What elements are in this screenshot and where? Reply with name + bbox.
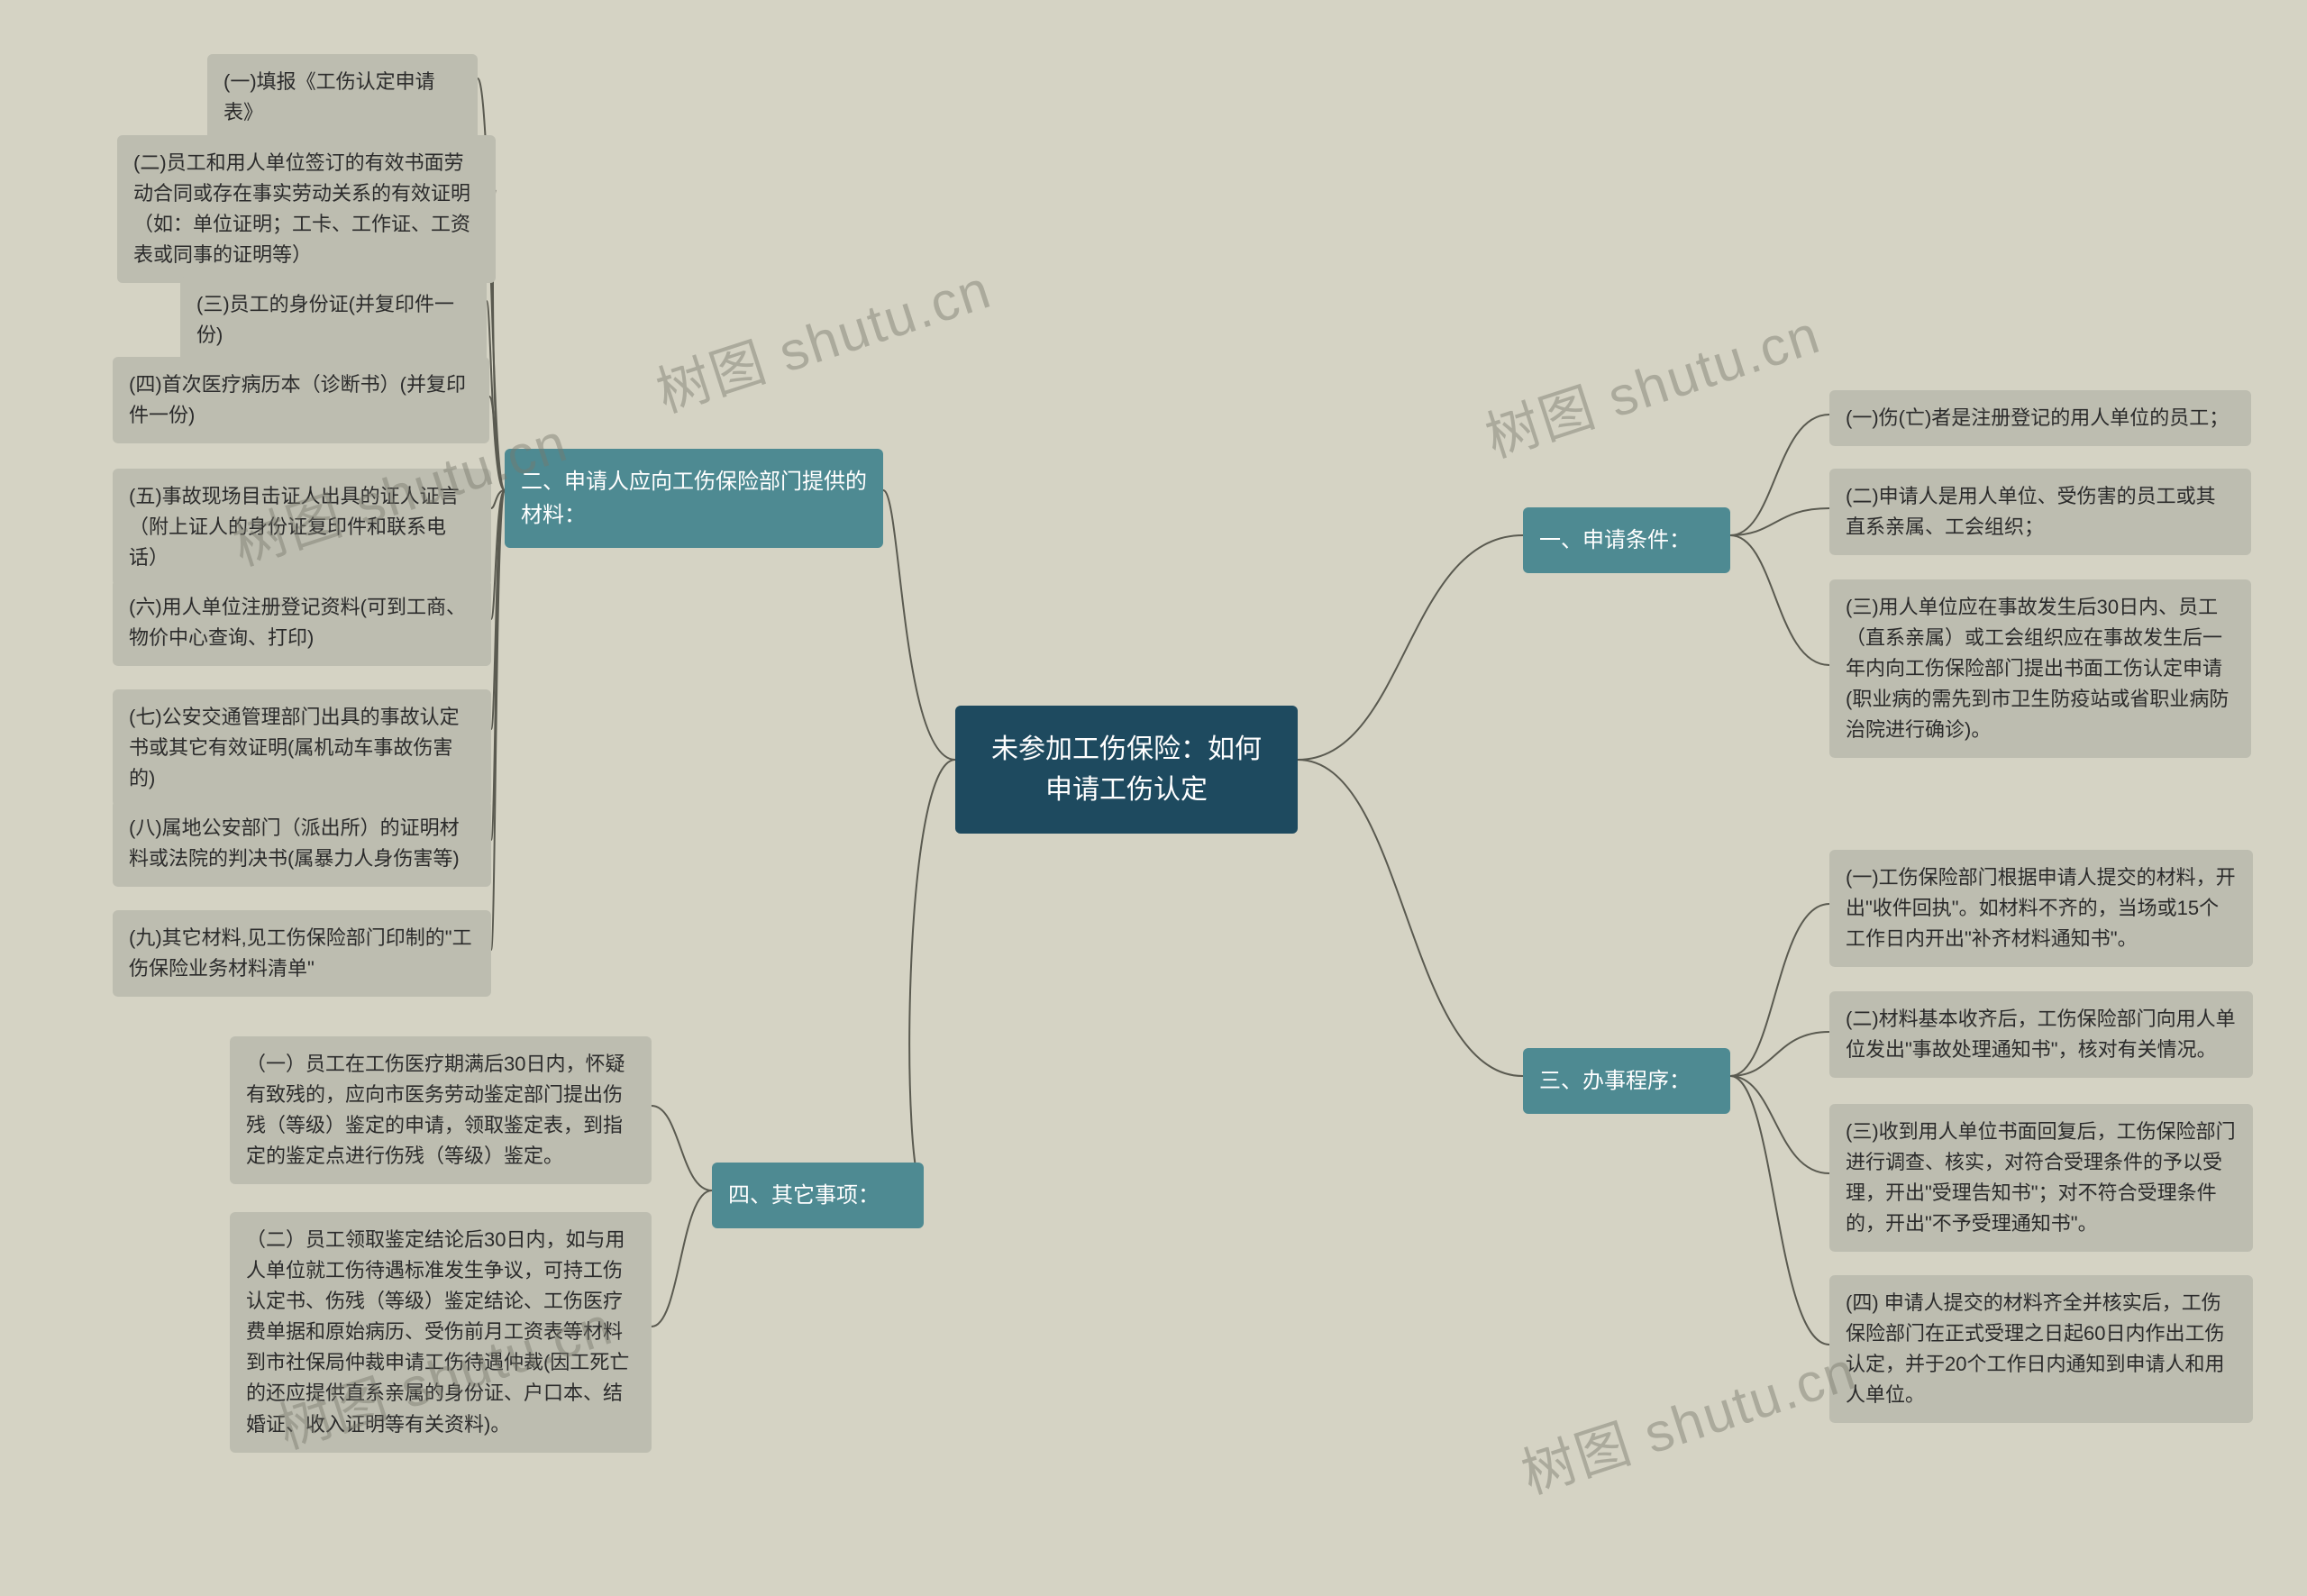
leaf-s2-8[interactable]: (八)属地公安部门（派出所）的证明材料或法院的判决书(属暴力人身伤害等) [113, 800, 491, 887]
leaf-s1-1[interactable]: (一)伤(亡)者是注册登记的用人单位的员工； [1829, 390, 2251, 446]
leaf-s3-2[interactable]: (二)材料基本收齐后，工伤保险部门向用人单位发出"事故处理通知书"，核对有关情况… [1829, 991, 2253, 1078]
leaf-label: (一)伤(亡)者是注册登记的用人单位的员工； [1846, 406, 2229, 429]
leaf-label: (七)公安交通管理部门出具的事故认定书或其它有效证明(属机动车事故伤害的) [129, 706, 460, 789]
leaf-label: (三)用人单位应在事故发生后30日内、员工（直系亲属）或工会组织应在事故发生后一… [1846, 596, 2229, 741]
leaf-s2-9[interactable]: (九)其它材料,见工伤保险部门印制的"工伤保险业务材料清单" [113, 910, 491, 997]
branch-s1[interactable]: 一、申请条件： [1523, 507, 1730, 573]
leaf-s2-3[interactable]: (三)员工的身份证(并复印件一份) [180, 277, 487, 363]
leaf-label: (一)工伤保险部门根据申请人提交的材料，开出"收件回执"。如材料不齐的，当场或1… [1846, 866, 2236, 950]
branch-label: 一、申请条件： [1539, 528, 1691, 552]
root-label: 未参加工伤保险：如何申请工伤认定 [991, 734, 1262, 805]
leaf-label: (二)材料基本收齐后，工伤保险部门向用人单位发出"事故处理通知书"，核对有关情况… [1846, 1008, 2236, 1061]
branch-label: 二、申请人应向工伤保险部门提供的材料： [521, 470, 867, 527]
branch-label: 三、办事程序： [1539, 1069, 1691, 1093]
leaf-s3-1[interactable]: (一)工伤保险部门根据申请人提交的材料，开出"收件回执"。如材料不齐的，当场或1… [1829, 850, 2253, 967]
leaf-label: (四)首次医疗病历本（诊断书）(并复印件一份) [129, 373, 466, 426]
watermark: 树图 shutu.cn [1510, 1327, 1865, 1509]
leaf-label: (一)填报《工伤认定申请表》 [223, 70, 435, 123]
leaf-s3-3[interactable]: (三)收到用人单位书面回复后，工伤保险部门进行调查、核实，对符合受理条件的予以受… [1829, 1104, 2253, 1252]
leaf-label: (八)属地公安部门（派出所）的证明材料或法院的判决书(属暴力人身伤害等) [129, 816, 460, 870]
leaf-label: (四) 申请人提交的材料齐全并核实后，工伤保险部门在正式受理之日起60日内作出工… [1846, 1291, 2224, 1406]
leaf-label: (三)员工的身份证(并复印件一份) [196, 293, 454, 346]
branch-s2[interactable]: 二、申请人应向工伤保险部门提供的材料： [505, 449, 883, 548]
leaf-label: (三)收到用人单位书面回复后，工伤保险部门进行调查、核实，对符合受理条件的予以受… [1846, 1120, 2236, 1235]
leaf-s4-2[interactable]: （二）员工领取鉴定结论后30日内，如与用人单位就工伤待遇标准发生争议，可持工伤认… [230, 1212, 652, 1453]
leaf-label: (二)员工和用人单位签订的有效书面劳动合同或存在事实劳动关系的有效证明（如：单位… [133, 151, 470, 266]
root-node[interactable]: 未参加工伤保险：如何申请工伤认定 [955, 706, 1298, 834]
leaf-s2-2[interactable]: (二)员工和用人单位签订的有效书面劳动合同或存在事实劳动关系的有效证明（如：单位… [117, 135, 496, 283]
leaf-s3-4[interactable]: (四) 申请人提交的材料齐全并核实后，工伤保险部门在正式受理之日起60日内作出工… [1829, 1275, 2253, 1423]
leaf-label: (二)申请人是用人单位、受伤害的员工或其直系亲属、工会组织； [1846, 485, 2216, 538]
leaf-label: （二）员工领取鉴定结论后30日内，如与用人单位就工伤待遇标准发生争议，可持工伤认… [246, 1228, 629, 1436]
branch-s3[interactable]: 三、办事程序： [1523, 1048, 1730, 1114]
leaf-s1-2[interactable]: (二)申请人是用人单位、受伤害的员工或其直系亲属、工会组织； [1829, 469, 2251, 555]
leaf-s2-4[interactable]: (四)首次医疗病历本（诊断书）(并复印件一份) [113, 357, 489, 443]
branch-label: 四、其它事项： [728, 1183, 880, 1208]
leaf-s2-1[interactable]: (一)填报《工伤认定申请表》 [207, 54, 478, 141]
leaf-s2-6[interactable]: (六)用人单位注册登记资料(可到工商、物价中心查询、打印) [113, 579, 491, 666]
branch-s4[interactable]: 四、其它事项： [712, 1163, 924, 1228]
leaf-label: (五)事故现场目击证人出具的证人证言（附上证人的身份证复印件和联系电话） [129, 485, 460, 569]
leaf-s2-7[interactable]: (七)公安交通管理部门出具的事故认定书或其它有效证明(属机动车事故伤害的) [113, 689, 491, 807]
leaf-s2-5[interactable]: (五)事故现场目击证人出具的证人证言（附上证人的身份证复印件和联系电话） [113, 469, 491, 586]
leaf-s1-3[interactable]: (三)用人单位应在事故发生后30日内、员工（直系亲属）或工会组织应在事故发生后一… [1829, 579, 2251, 758]
watermark: 树图 shutu.cn [645, 246, 1000, 428]
leaf-label: （一）员工在工伤医疗期满后30日内，怀疑有致残的，应向市医务劳动鉴定部门提出伤残… [246, 1053, 625, 1167]
watermark: 树图 shutu.cn [1474, 291, 1829, 473]
leaf-label: (九)其它材料,见工伤保险部门印制的"工伤保险业务材料清单" [129, 926, 472, 980]
leaf-s4-1[interactable]: （一）员工在工伤医疗期满后30日内，怀疑有致残的，应向市医务劳动鉴定部门提出伤残… [230, 1036, 652, 1184]
leaf-label: (六)用人单位注册登记资料(可到工商、物价中心查询、打印) [129, 596, 466, 649]
